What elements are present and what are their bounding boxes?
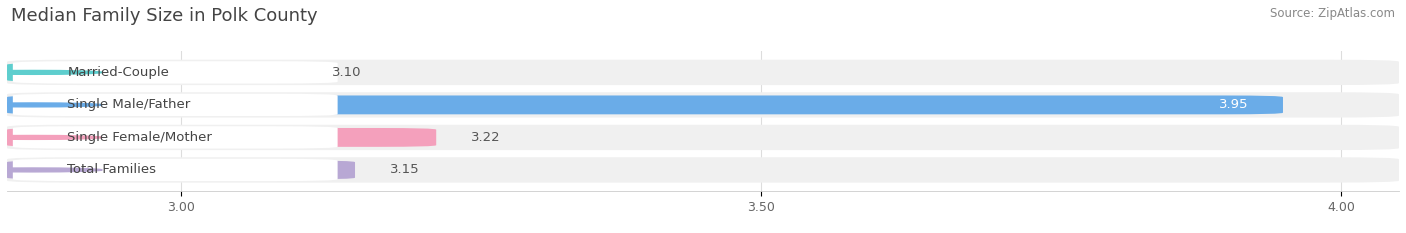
Text: 3.15: 3.15	[389, 163, 419, 176]
FancyBboxPatch shape	[7, 125, 1399, 150]
Text: Married-Couple: Married-Couple	[67, 66, 169, 79]
FancyBboxPatch shape	[7, 63, 297, 82]
Circle shape	[0, 103, 103, 107]
FancyBboxPatch shape	[7, 128, 436, 147]
FancyBboxPatch shape	[13, 61, 337, 84]
Text: Single Female/Mother: Single Female/Mother	[67, 131, 212, 144]
FancyBboxPatch shape	[7, 157, 1399, 183]
FancyBboxPatch shape	[7, 60, 1399, 85]
FancyBboxPatch shape	[13, 126, 337, 149]
FancyBboxPatch shape	[7, 96, 1284, 114]
FancyBboxPatch shape	[13, 94, 337, 116]
FancyBboxPatch shape	[7, 161, 356, 179]
Text: 3.95: 3.95	[1219, 98, 1249, 111]
Text: Total Families: Total Families	[67, 163, 156, 176]
FancyBboxPatch shape	[13, 159, 337, 181]
Circle shape	[0, 70, 103, 74]
Circle shape	[0, 135, 103, 139]
FancyBboxPatch shape	[7, 92, 1399, 118]
Text: Source: ZipAtlas.com: Source: ZipAtlas.com	[1270, 7, 1395, 20]
Text: Median Family Size in Polk County: Median Family Size in Polk County	[11, 7, 318, 25]
Text: Single Male/Father: Single Male/Father	[67, 98, 191, 111]
Text: 3.22: 3.22	[471, 131, 501, 144]
Text: 3.10: 3.10	[332, 66, 361, 79]
Circle shape	[0, 168, 103, 172]
